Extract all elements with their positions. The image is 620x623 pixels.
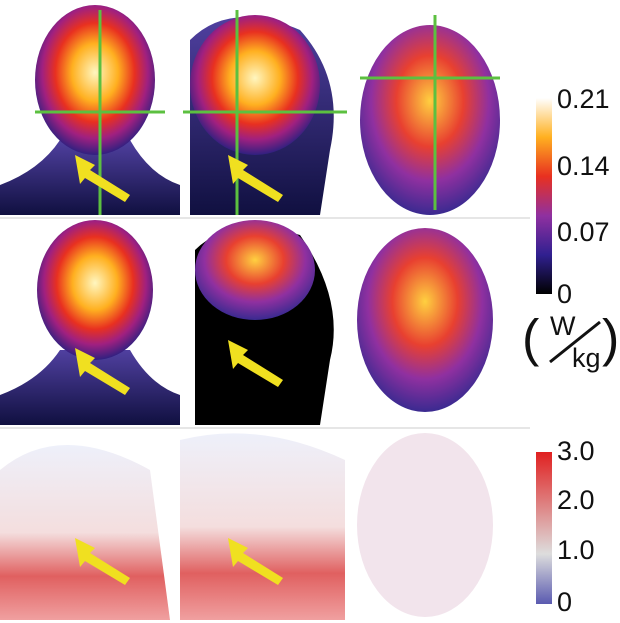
tick-label: 0.07 (557, 217, 610, 247)
tick-label: 3.0 (557, 436, 595, 466)
paren: ) (602, 310, 619, 368)
tick-label: 0 (557, 587, 572, 617)
unit-numerator: W (550, 311, 576, 341)
tick-label: 1.0 (557, 535, 595, 565)
tick-label: 0.21 (557, 84, 610, 114)
row-2 (0, 220, 493, 425)
unit-denominator: kg (572, 343, 601, 373)
tick-label: 0 (557, 279, 572, 309)
figure: 0.21 0.14 0.07 0 ( ) W kg 3.0 2.0 1.0 0 (0, 0, 620, 623)
colorbar-top (536, 98, 552, 294)
tick-label: 2.0 (557, 485, 595, 515)
tick-label: 0.14 (557, 151, 610, 181)
colorbar-bottom (536, 452, 552, 604)
paren: ( (522, 310, 540, 368)
row-3 (0, 433, 493, 620)
